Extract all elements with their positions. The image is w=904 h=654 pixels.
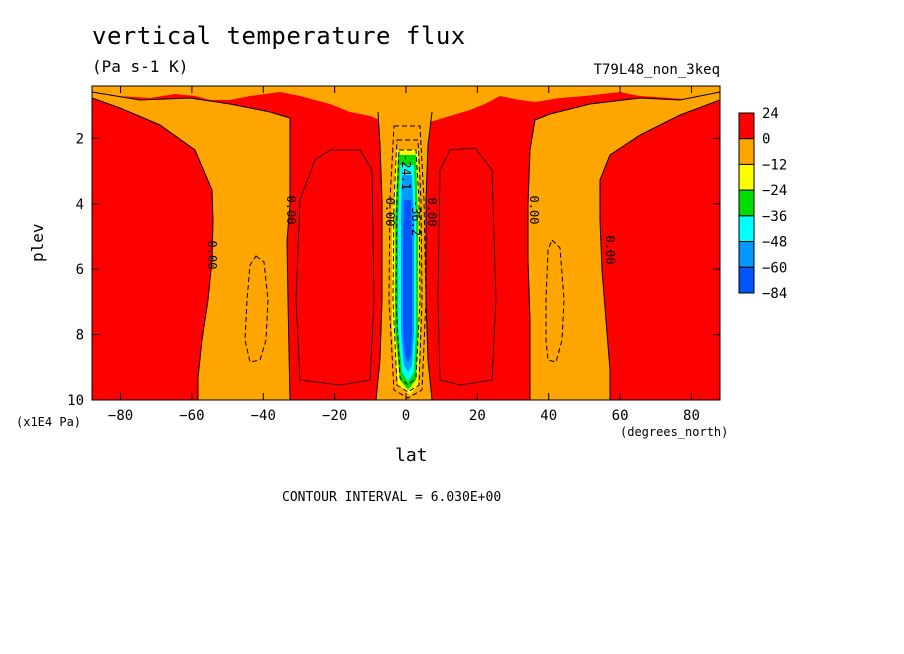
x-tick-label: 20 — [469, 408, 486, 424]
colorbar-label: −60 — [762, 260, 787, 276]
contour-label: 0.00 — [527, 196, 541, 225]
chart-units: (Pa s-1 K) — [92, 57, 189, 76]
contour-interval-label: CONTOUR INTERVAL = 6.030E+00 — [282, 490, 502, 505]
colorbar-label: 24 — [762, 106, 779, 122]
colorbar-swatch — [738, 138, 755, 165]
y-tick-label: 4 — [76, 197, 84, 213]
x-tick-label: 80 — [683, 408, 700, 424]
colorbar-swatch — [738, 163, 755, 191]
run-name: T79L48_non_3keq — [593, 62, 720, 78]
y-axis-units: (x1E4 Pa) — [16, 415, 82, 429]
colorbar-label: −48 — [762, 235, 787, 251]
colorbar-swatch — [738, 241, 755, 268]
x-tick-label: 60 — [612, 408, 629, 424]
colorbar-label: −12 — [762, 157, 787, 173]
colorbar-swatch — [738, 112, 755, 140]
core-blue — [403, 200, 412, 362]
colorbar-label: −24 — [762, 183, 787, 199]
contour-label: 0.00 — [284, 196, 298, 225]
colorbar: 24 0 −12 −24 −36 −48 −60 −84 — [738, 106, 787, 302]
contour-label: 0.00 — [205, 241, 219, 270]
orange-band-right — [528, 90, 720, 400]
y-tick-label: 6 — [76, 262, 84, 278]
orange-region-top — [92, 86, 720, 130]
colorbar-swatch — [738, 215, 755, 243]
x-tick-label: −60 — [179, 408, 204, 424]
x-axis-label: lat — [395, 445, 428, 466]
contour-label: 0.00 — [603, 236, 617, 265]
x-tick-label: 40 — [540, 408, 557, 424]
contour-labels: 0.000.00 0.00 0.00 0.000.00-24.1-36.2 — [205, 154, 617, 270]
colorbar-label: −36 — [762, 209, 787, 225]
contour-label: 0.00 — [383, 198, 397, 227]
y-axis-ticks: 2 4 6 8 10 — [67, 131, 720, 409]
contour-lines — [92, 91, 720, 400]
x-axis-ticks: −80 −60 −40 −20 0 20 40 60 80 — [108, 86, 700, 424]
colorbar-label: 0 — [762, 132, 770, 148]
x-axis-units: (degrees_north) — [620, 425, 729, 439]
x-tick-label: −80 — [108, 408, 133, 424]
x-tick-label: 0 — [402, 408, 410, 424]
colorbar-label: −84 — [762, 286, 787, 302]
colorbar-swatch — [738, 189, 755, 217]
x-tick-label: −20 — [322, 408, 347, 424]
contour-fill — [92, 86, 720, 400]
y-tick-label: 10 — [67, 393, 84, 409]
contour-label: 0.00 — [425, 198, 439, 227]
chart-title: vertical temperature flux — [92, 22, 466, 50]
colorbar-swatch — [738, 266, 755, 294]
contour-label: -36.2 — [409, 200, 423, 236]
contour-label: -24.1 — [399, 154, 413, 190]
orange-band-left — [92, 90, 290, 400]
x-tick-label: −40 — [251, 408, 276, 424]
y-tick-label: 2 — [76, 131, 84, 147]
negative-contours — [244, 125, 565, 399]
y-tick-label: 8 — [76, 328, 84, 344]
